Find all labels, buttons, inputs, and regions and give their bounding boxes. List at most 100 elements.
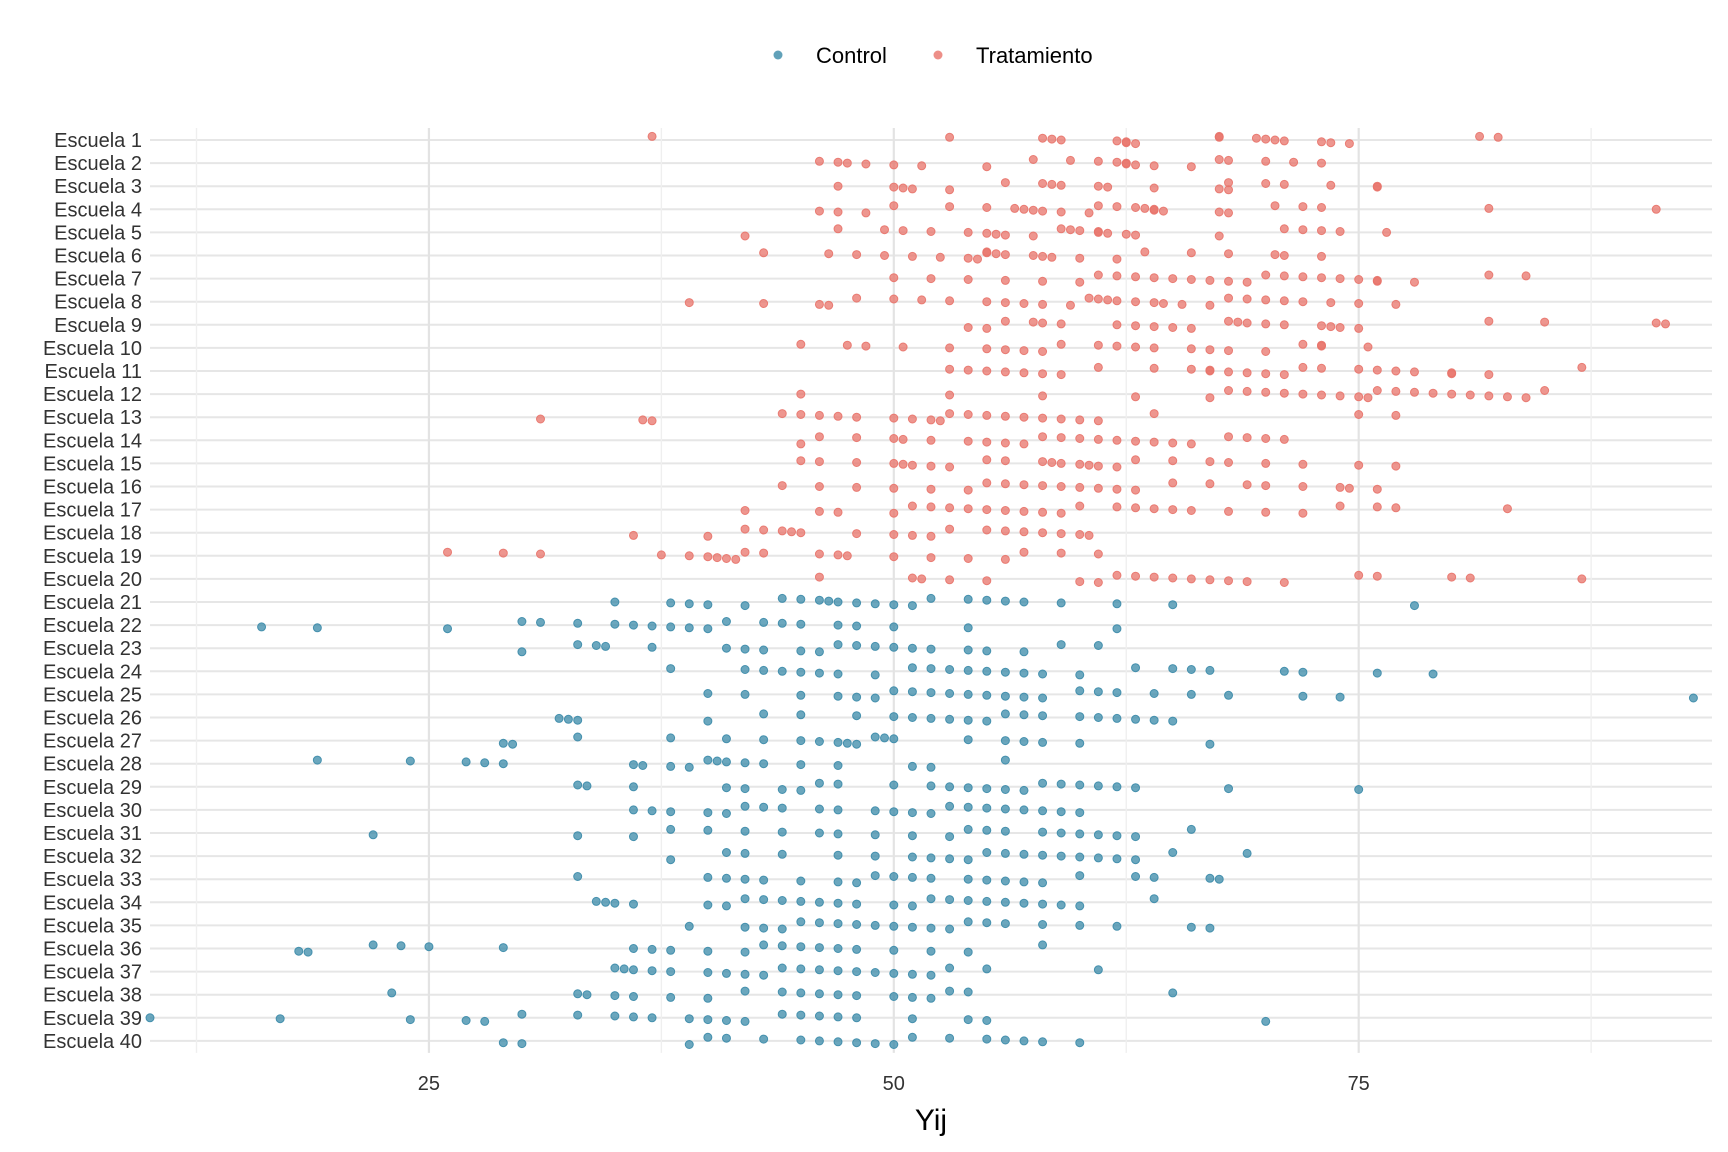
data-point (982, 690, 992, 700)
data-point (368, 940, 378, 950)
data-point (1019, 710, 1029, 720)
data-point (684, 1014, 694, 1024)
data-point (982, 918, 992, 928)
data-point (1688, 693, 1698, 703)
data-point (1186, 506, 1196, 515)
data-point (982, 1016, 992, 1025)
data-point (982, 784, 992, 794)
data-point (814, 410, 824, 420)
data-point (870, 670, 880, 680)
data-point (889, 483, 899, 493)
data-point (796, 710, 806, 720)
data-point (721, 554, 731, 563)
data-point (907, 687, 917, 697)
data-point (963, 623, 973, 633)
data-point (926, 502, 936, 512)
data-point (1019, 647, 1029, 657)
data-point (1038, 940, 1048, 950)
data-point (917, 295, 927, 305)
data-point (1214, 184, 1224, 194)
data-point (1000, 345, 1010, 355)
data-point (1270, 201, 1280, 211)
data-point (889, 642, 899, 652)
data-point (926, 781, 936, 791)
data-point (1047, 252, 1057, 262)
data-point (777, 941, 787, 951)
data-point (1298, 691, 1308, 701)
data-point (1028, 231, 1038, 241)
data-point (1093, 687, 1103, 697)
data-point (1038, 299, 1048, 309)
data-point (833, 761, 843, 770)
data-point (1112, 202, 1122, 212)
data-point (889, 413, 899, 423)
data-point (1279, 320, 1289, 330)
data-point (926, 227, 936, 236)
data-point (1112, 462, 1122, 472)
data-point (1447, 389, 1457, 399)
data-point (889, 712, 899, 722)
data-point (814, 897, 824, 907)
data-point (1493, 132, 1503, 142)
data-point (721, 873, 731, 883)
data-point (1242, 577, 1252, 587)
data-point (852, 250, 862, 260)
data-point (610, 963, 620, 973)
data-point (1093, 853, 1103, 863)
data-point (889, 686, 899, 696)
data-point (517, 647, 527, 657)
data-point (1205, 873, 1215, 883)
data-point (1000, 785, 1010, 794)
data-point (777, 963, 787, 973)
data-point (1363, 342, 1373, 352)
data-point (1186, 922, 1196, 932)
data-point (963, 1015, 973, 1025)
data-point (628, 1012, 638, 1022)
data-point (777, 618, 787, 628)
data-point (1000, 667, 1010, 677)
data-point (833, 898, 843, 908)
data-point (1112, 271, 1122, 281)
legend-label: Control (816, 43, 887, 68)
data-point (982, 666, 992, 676)
data-point (1056, 828, 1066, 838)
data-point (1326, 138, 1336, 148)
data-point (814, 432, 824, 442)
y-tick-label: Escuela 21 (43, 592, 142, 614)
data-point (1242, 848, 1252, 858)
data-point (1149, 715, 1159, 725)
data-point (814, 1036, 824, 1046)
data-point (1484, 370, 1494, 380)
data-point (926, 484, 936, 494)
data-point (759, 525, 769, 535)
data-point (870, 871, 880, 881)
data-point (1075, 808, 1085, 818)
data-point (907, 530, 917, 540)
data-point (1084, 208, 1094, 218)
data-point (1121, 138, 1131, 148)
data-point (1335, 482, 1345, 492)
data-point (257, 622, 267, 632)
data-point (1224, 249, 1234, 259)
data-point (1149, 363, 1159, 373)
data-point (796, 667, 806, 677)
data-point (647, 944, 657, 954)
data-point (1224, 458, 1234, 467)
data-point (814, 737, 824, 746)
data-point (796, 896, 806, 906)
y-tick-label: Escuela 25 (43, 684, 142, 706)
data-point (666, 945, 676, 955)
data-point (1317, 158, 1326, 168)
data-point (824, 596, 834, 606)
data-point (889, 600, 899, 610)
data-point (703, 872, 713, 882)
data-point (1149, 872, 1159, 882)
data-point (1475, 131, 1485, 141)
data-point (1103, 295, 1113, 305)
data-point (982, 344, 992, 354)
data-point (740, 826, 750, 836)
data-point (1168, 600, 1178, 610)
data-point (982, 455, 992, 465)
y-tick-label: Escuela 5 (54, 222, 142, 244)
